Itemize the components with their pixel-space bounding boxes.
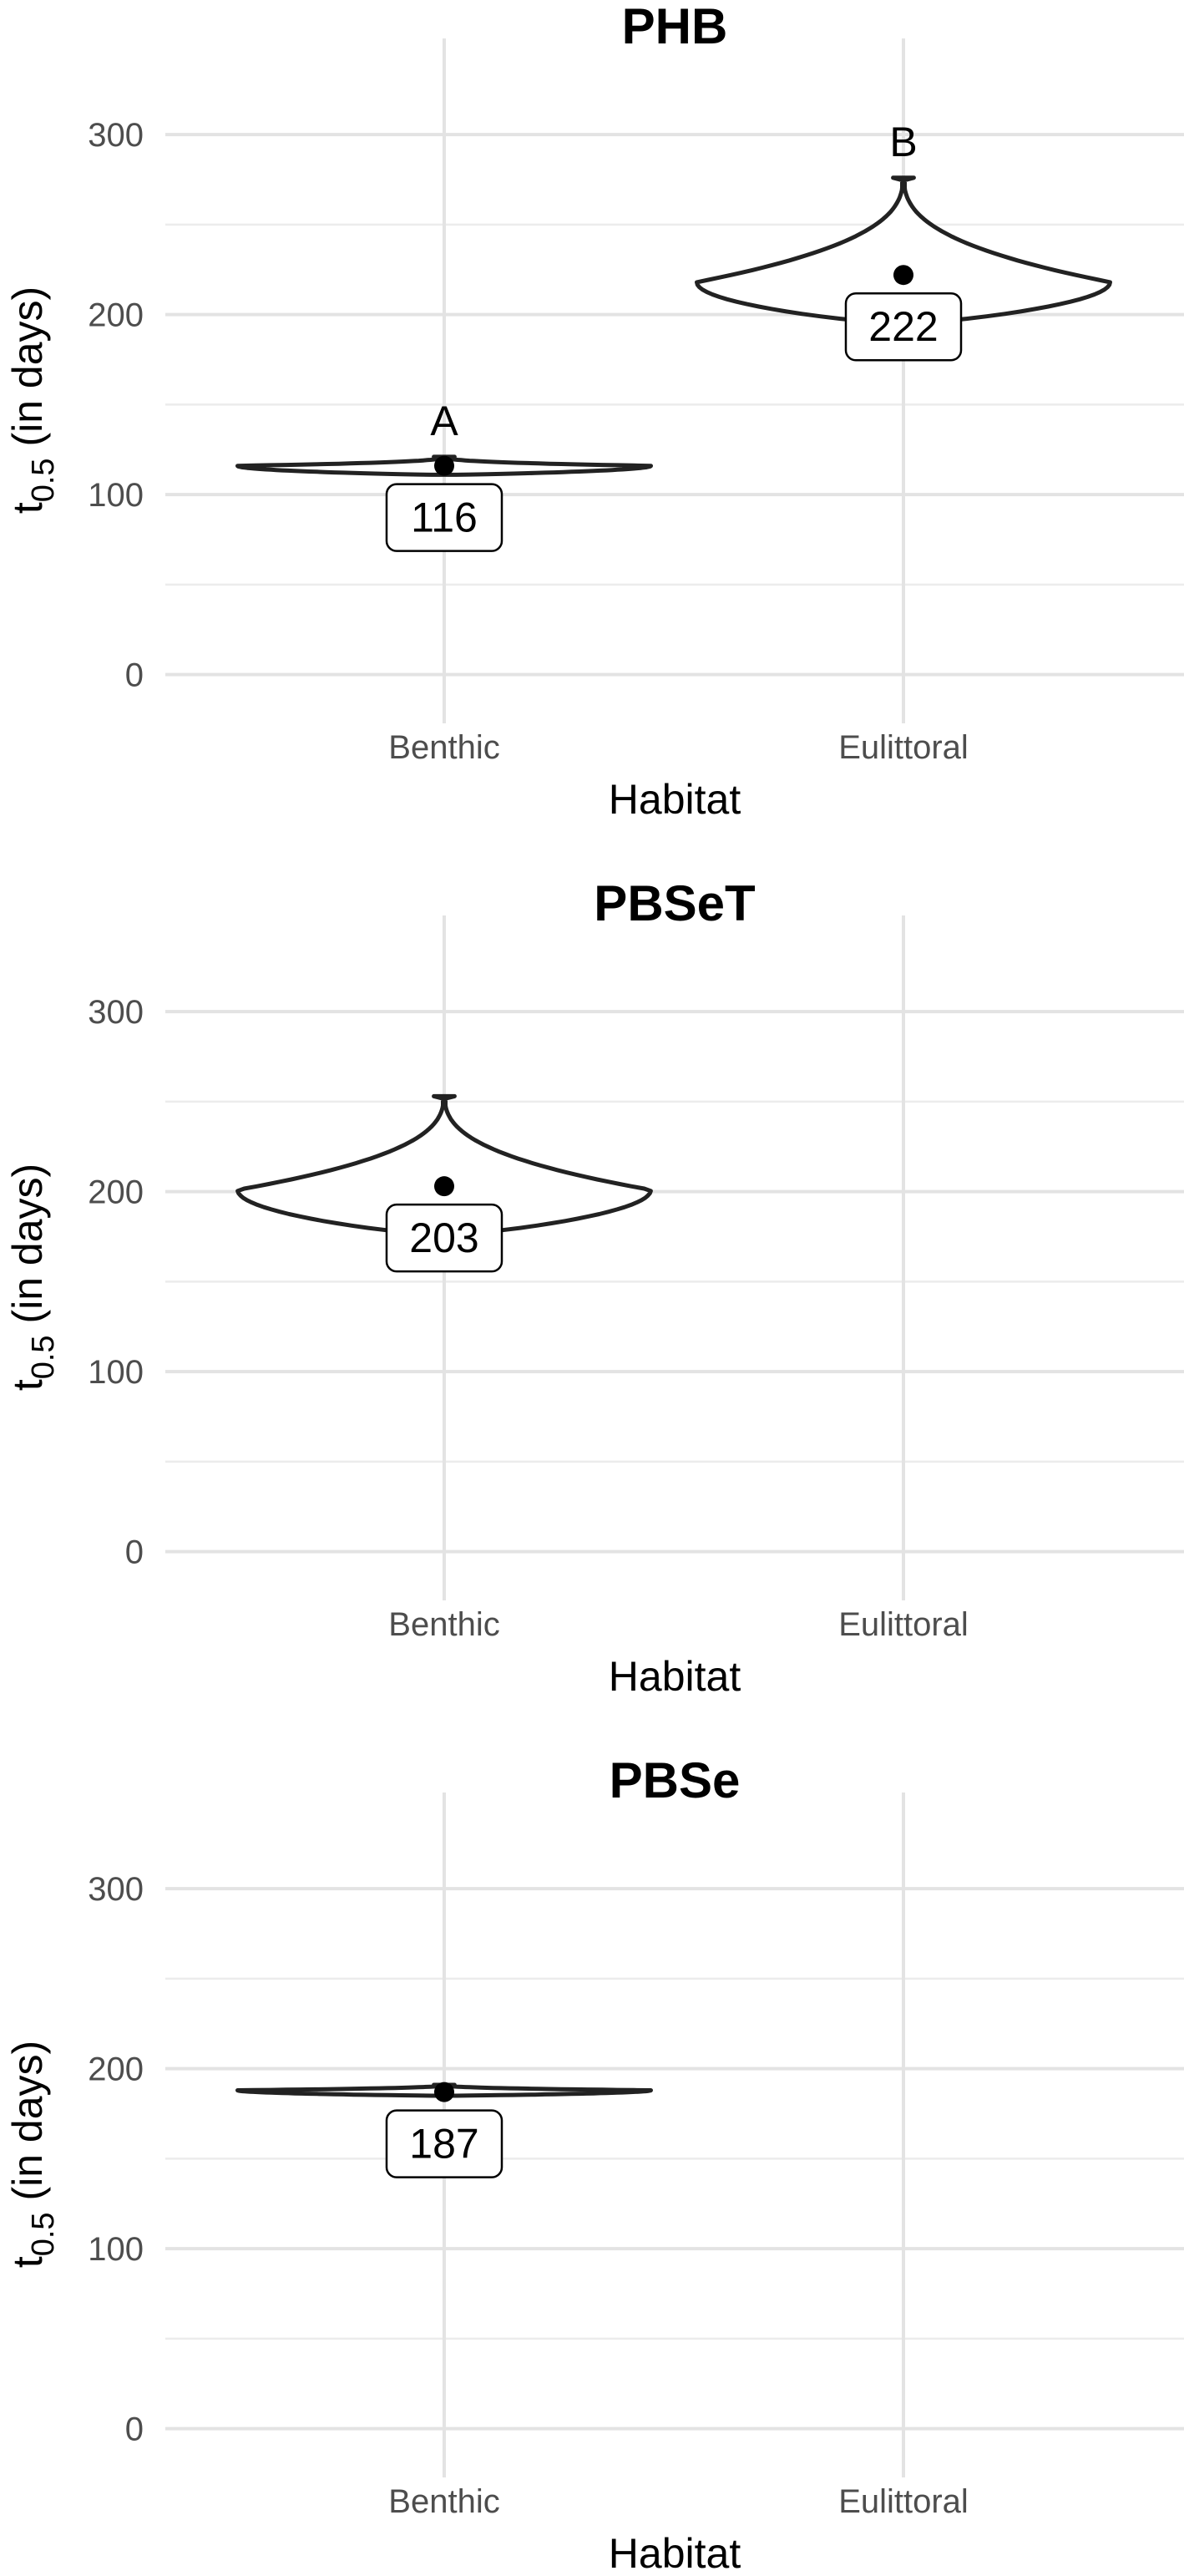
value-label: 116 — [411, 494, 478, 541]
x-tick-label: Benthic — [388, 1606, 499, 1643]
y-axis-title-subscript: 0.5 — [26, 2212, 61, 2256]
value-label: 187 — [409, 2121, 478, 2168]
value-label-box — [385, 1203, 503, 1273]
y-axis-title-rest: (in days) — [4, 1164, 51, 1336]
x-axis-title: Habitat — [609, 776, 741, 823]
x-tick-label: Eulittoral — [838, 2483, 969, 2520]
x-axis-title: Habitat — [609, 1653, 741, 1700]
mean-point — [434, 2082, 454, 2102]
panel-title: PBSe — [610, 1752, 741, 1808]
y-tick-label: 200 — [88, 2051, 144, 2088]
mean-point — [434, 1176, 454, 1197]
y-axis-title-main: t — [4, 2256, 51, 2268]
panel-title: PBSeT — [594, 875, 755, 931]
x-tick-label: Eulittoral — [838, 1606, 969, 1643]
value-label: 203 — [409, 1214, 478, 1261]
panel-title: PHB — [622, 0, 728, 54]
mean-point — [893, 265, 913, 286]
y-tick-label: 0 — [125, 1534, 144, 1571]
mean-point — [434, 455, 454, 476]
violin-benthic — [235, 1093, 653, 1237]
y-axis-title: t0.5 (in days) — [4, 2041, 61, 2268]
y-tick-label: 0 — [125, 657, 144, 694]
y-axis-title-rest: (in days) — [4, 2041, 51, 2213]
y-axis-title-main: t — [4, 1379, 51, 1391]
y-axis-title-main: t — [4, 502, 51, 514]
y-axis-title: t0.5 (in days) — [4, 1164, 61, 1391]
chart-panel-pbse: 0 100 200 300 Benthic Eulittoral Habitat t0.5 (… — [4, 1752, 1184, 2576]
value-label-box — [385, 483, 503, 552]
y-tick-label: 300 — [88, 1871, 144, 1908]
y-tick-label: 200 — [88, 1174, 144, 1211]
x-axis-title: Habitat — [609, 2530, 741, 2576]
significance-letter: A — [430, 398, 458, 444]
x-tick-label: Benthic — [388, 729, 499, 766]
y-tick-label: 200 — [88, 297, 144, 334]
y-tick-label: 300 — [88, 117, 144, 154]
y-axis-title: t0.5 (in days) — [4, 287, 61, 514]
y-tick-label: 300 — [88, 994, 144, 1031]
y-tick-label: 100 — [88, 1354, 144, 1391]
chart-panel-phb: 0 100 200 300 Benthic Eulittoral Habitat t0.5 (… — [4, 0, 1184, 823]
chart-panel-pbset: 0 100 200 300 Benthic Eulittoral Habitat t0.5 (… — [4, 875, 1184, 1700]
y-axis-title-subscript: 0.5 — [26, 1335, 61, 1379]
violin-eulittoral — [695, 175, 1112, 326]
significance-letter: B — [889, 119, 917, 165]
x-tick-label: Benthic — [388, 2483, 499, 2520]
x-tick-label: Eulittoral — [838, 729, 969, 766]
value-label-box — [844, 292, 963, 362]
y-tick-label: 0 — [125, 2411, 144, 2448]
value-label: 222 — [868, 303, 938, 350]
y-axis-title-rest: (in days) — [4, 287, 51, 459]
y-tick-label: 100 — [88, 2231, 144, 2268]
value-label-box — [385, 2109, 503, 2178]
y-tick-label: 100 — [88, 477, 144, 514]
y-axis-title-subscript: 0.5 — [26, 458, 61, 502]
